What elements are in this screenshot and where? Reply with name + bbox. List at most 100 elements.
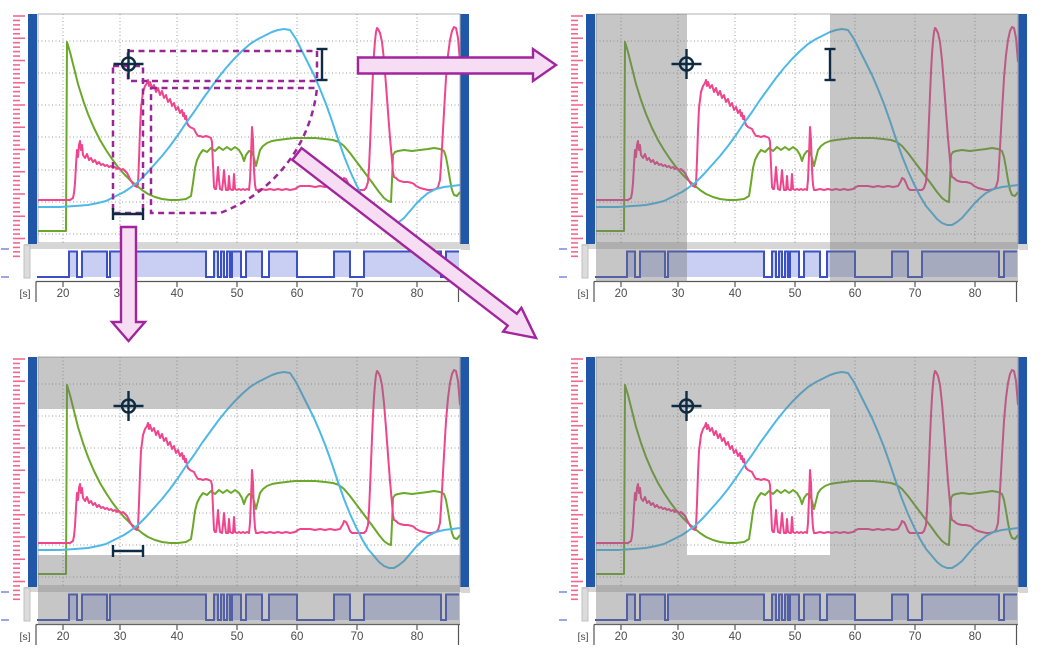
curve-pink-signal (38, 26, 460, 201)
strip-mini-scrollbar[interactable] (581, 244, 589, 279)
time-axis-label: 20 (615, 288, 628, 300)
time-axis-label: 20 (615, 631, 628, 643)
binary-signal-fill (37, 251, 459, 277)
curve-pink-signal (38, 369, 460, 544)
strip-scale-tick (559, 248, 567, 250)
strip-scale-tick (559, 619, 567, 621)
binary-signal-fill (595, 594, 1017, 620)
time-axis: [s] 20 30 40 50 60 70 80 (577, 623, 1018, 645)
panel-xy-zoom-result: [s] 20 30 40 50 60 70 80 (558, 343, 1028, 648)
signal-display-top-left: [s] 20 30 40 50 60 70 80 (0, 0, 470, 305)
signal-display-bottom-right: [s] 20 30 40 50 60 70 80 (558, 343, 1028, 648)
measure-markers (671, 47, 836, 82)
strip-scale-tick (1, 276, 9, 278)
time-axis-label: 50 (789, 288, 802, 300)
ibeam-marker (316, 47, 328, 82)
time-axis-label: 40 (171, 288, 184, 300)
signal-curves (596, 26, 1018, 232)
time-axis-label: 80 (969, 631, 982, 643)
time-axis-label: 60 (849, 631, 862, 643)
time-axis-label: 80 (411, 631, 424, 643)
measure-markers (111, 47, 328, 220)
span-bracket-marker (111, 545, 145, 557)
time-axis-label: 50 (231, 288, 244, 300)
binary-signal-trace (595, 593, 1017, 621)
time-axis-label: 40 (729, 288, 742, 300)
y-scroll-bar-left[interactable] (586, 14, 595, 245)
time-axis-unit: [s] (19, 288, 30, 300)
strip-mini-scrollbar[interactable] (23, 587, 31, 622)
strip-scale-tick (1, 248, 9, 250)
zoom-overlay (596, 14, 1018, 282)
strip-mini-scrollbar[interactable] (581, 587, 589, 622)
strip-mini-scrollbar[interactable] (23, 244, 31, 279)
time-axis-label: 30 (114, 288, 127, 300)
binary-signal-fill (37, 594, 459, 620)
strip-scale-tick (1, 591, 9, 593)
time-axis-label: 70 (909, 631, 922, 643)
crosshair-marker (113, 391, 144, 421)
y-axis-ruler (13, 358, 25, 601)
time-axis-label: 70 (351, 631, 364, 643)
curve-cyan-signal (596, 371, 1018, 569)
curve-cyan-signal (596, 28, 1018, 226)
span-bracket-marker (111, 208, 145, 220)
y-scroll-bar-right[interactable] (460, 14, 469, 245)
time-axis-label: 70 (909, 288, 922, 300)
y-scroll-bar-left[interactable] (28, 14, 37, 245)
signal-display-bottom-left: [s] 20 30 40 50 60 70 80 (0, 343, 470, 648)
curve-cyan-signal (38, 371, 460, 569)
time-axis-label: 80 (969, 288, 982, 300)
time-axis-unit: [s] (577, 288, 588, 300)
gridlines (596, 357, 1018, 586)
crosshair-marker (113, 49, 144, 79)
time-axis-label: 60 (291, 288, 304, 300)
binary-signal-trace (595, 250, 1017, 278)
ibeam-marker (824, 47, 836, 82)
crosshair-marker (671, 391, 702, 421)
y-scroll-bar-left[interactable] (586, 357, 595, 588)
horizontal-divider (582, 587, 1028, 593)
time-axis: [s] 20 30 40 50 60 70 80 (19, 623, 460, 645)
time-axis-label: 30 (114, 631, 127, 643)
horizontal-divider (582, 244, 1028, 250)
binary-signal-fill (595, 251, 1017, 277)
curve-pink-signal (596, 369, 1018, 544)
time-axis-label: 20 (57, 631, 70, 643)
time-axis-label: 80 (411, 288, 424, 300)
time-axis-label: 40 (171, 631, 184, 643)
panel-x-zoom-result: [s] 20 30 40 50 60 70 80 (558, 0, 1028, 305)
y-scroll-bar-right[interactable] (1018, 357, 1027, 588)
y-axis-ruler (571, 358, 583, 601)
gridlines (38, 357, 460, 586)
signal-curves (38, 369, 460, 575)
strip-scale-tick (559, 591, 567, 593)
signal-curves (596, 369, 1018, 575)
measure-markers (111, 391, 145, 557)
time-axis-label: 60 (291, 631, 304, 643)
time-axis-unit: [s] (577, 631, 588, 643)
y-scroll-bar-right[interactable] (460, 357, 469, 588)
drag-gesture-region (149, 86, 319, 215)
gridlines (38, 14, 460, 243)
plot-area[interactable] (37, 13, 461, 244)
gridlines (596, 14, 1018, 243)
y-axis-ruler (13, 15, 25, 258)
time-axis-label: 50 (789, 631, 802, 643)
y-axis-ruler (571, 15, 583, 258)
strip-scale-tick (1, 619, 9, 621)
zoom-overlay (38, 357, 460, 625)
y-scroll-bar-left[interactable] (28, 357, 37, 588)
binary-signal-trace (37, 593, 459, 621)
y-scroll-bar-right[interactable] (1018, 14, 1027, 245)
time-axis-label: 50 (231, 631, 244, 643)
time-axis-label: 40 (729, 631, 742, 643)
horizontal-divider (24, 244, 470, 250)
signal-display-top-right: [s] 20 30 40 50 60 70 80 (558, 0, 1028, 305)
panel-y-zoom-result: [s] 20 30 40 50 60 70 80 (0, 343, 470, 648)
time-axis: [s] 20 30 40 50 60 70 80 (577, 280, 1018, 302)
time-axis-label: 20 (57, 288, 70, 300)
time-axis-unit: [s] (19, 631, 30, 643)
crosshair-marker (671, 49, 702, 79)
